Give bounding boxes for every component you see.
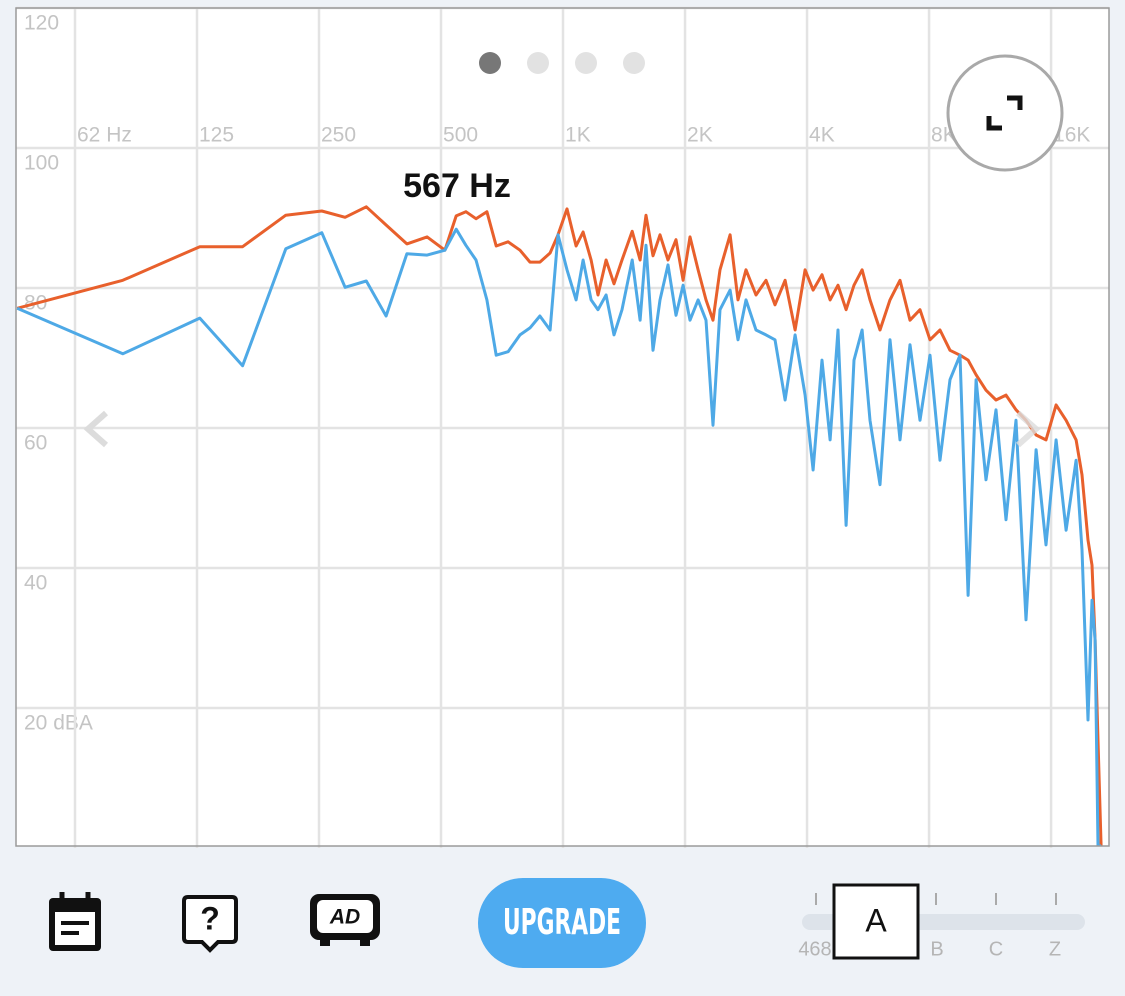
icon-shape	[317, 900, 373, 933]
x-tick-label: 16K	[1053, 124, 1090, 147]
x-tick-label: 4K	[809, 124, 835, 147]
page-dot[interactable]	[575, 52, 597, 74]
page-dot[interactable]	[623, 52, 645, 74]
x-tick-label: 500	[443, 124, 478, 147]
y-tick-label: 60	[24, 432, 47, 455]
plot-border	[15, 7, 1110, 847]
ad-icon[interactable]: AD	[310, 894, 380, 946]
frequency-annotation: 567 Hz	[403, 167, 511, 205]
y-tick-label: 20 dBA	[24, 712, 93, 735]
icon-shape	[55, 912, 95, 945]
ad-icon-text: AD	[329, 906, 360, 929]
series-line	[16, 227, 1102, 846]
weighting-option[interactable]: B	[930, 938, 943, 960]
x-tick-label: 250	[321, 124, 356, 147]
x-tick-label: 125	[199, 124, 234, 147]
expand-corner	[1007, 95, 1023, 110]
weighting-option[interactable]: C	[989, 938, 1003, 960]
expand-circle	[946, 54, 1064, 172]
expand-button[interactable]	[946, 54, 1064, 172]
x-tick-label: 2K	[687, 124, 713, 147]
weighting-slider[interactable]: 468 B C Z A	[798, 883, 1085, 960]
upgrade-label: UPGRADE	[503, 902, 621, 943]
slider-thumb	[832, 883, 920, 960]
upgrade-pill	[478, 878, 646, 968]
help-icon[interactable]: ?	[182, 895, 238, 953]
y-tick-label: 40	[24, 572, 47, 595]
y-tick-label: 100	[24, 152, 59, 175]
y-tick-label: 120	[24, 12, 59, 35]
weighting-selected: A	[865, 902, 887, 938]
x-tick-label: 62 Hz	[77, 124, 132, 147]
next-arrow[interactable]	[1016, 410, 1041, 448]
level-label: 468	[798, 938, 831, 960]
calendar-icon[interactable]	[49, 892, 101, 951]
prev-arrow[interactable]	[83, 410, 108, 448]
icon-shape	[182, 895, 238, 953]
series-line	[16, 205, 1103, 846]
help-icon-text: ?	[200, 900, 220, 936]
page-dot[interactable]	[479, 52, 501, 74]
series-group	[16, 205, 1103, 846]
page-dot[interactable]	[527, 52, 549, 74]
x-tick-label: 1K	[565, 124, 591, 147]
expand-corner	[986, 116, 1002, 131]
weighting-option[interactable]: Z	[1049, 938, 1061, 960]
upgrade-button[interactable]: UPGRADE	[478, 878, 646, 968]
